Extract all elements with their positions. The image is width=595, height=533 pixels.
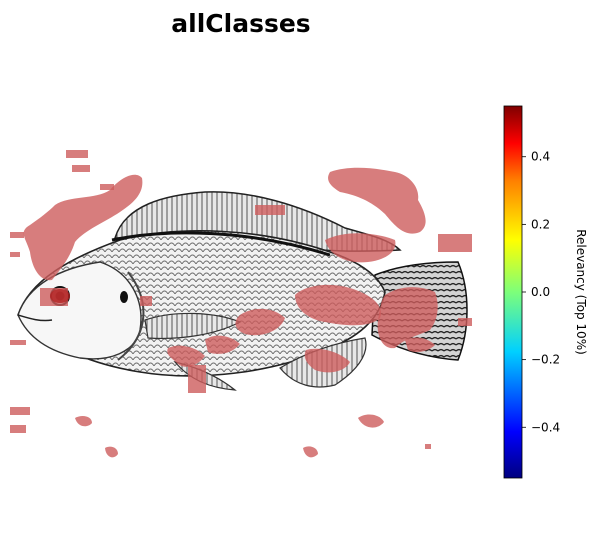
colorbar-tick-label: 0.2 [531,217,550,231]
relevancy-overlay [10,150,472,458]
relevancy-region-belly [10,284,381,393]
colorbar-tick-label: 0.4 [531,150,550,164]
fish-sketch-image [17,191,468,391]
colorbar-label: Relevancy (Top 10%) [574,229,588,355]
mouth [17,314,53,322]
colorbar-gradient [503,105,523,479]
relevancy-region-tail [377,287,472,353]
relevancy-region-head-eye [50,289,70,303]
colorbar-tick-label: 0.0 [531,285,550,299]
colorbar-ticks: 0.4 0.2 0.0 −0.2 −0.4 [522,150,560,434]
relevancy-region-bottom-specks [10,407,431,458]
colorbar-tick-label: −0.2 [531,353,560,367]
head-shape [17,261,142,360]
gill-cover [117,271,145,361]
colorbar: 0.4 0.2 0.0 −0.2 −0.4 Relevancy (Top 10%) [503,105,588,479]
chart-title: allClasses [171,9,310,38]
back-line [111,231,331,257]
fish-nostril [120,291,128,303]
relevancy-region-upper-right [255,167,472,263]
colorbar-tick-label: −0.4 [531,420,560,434]
